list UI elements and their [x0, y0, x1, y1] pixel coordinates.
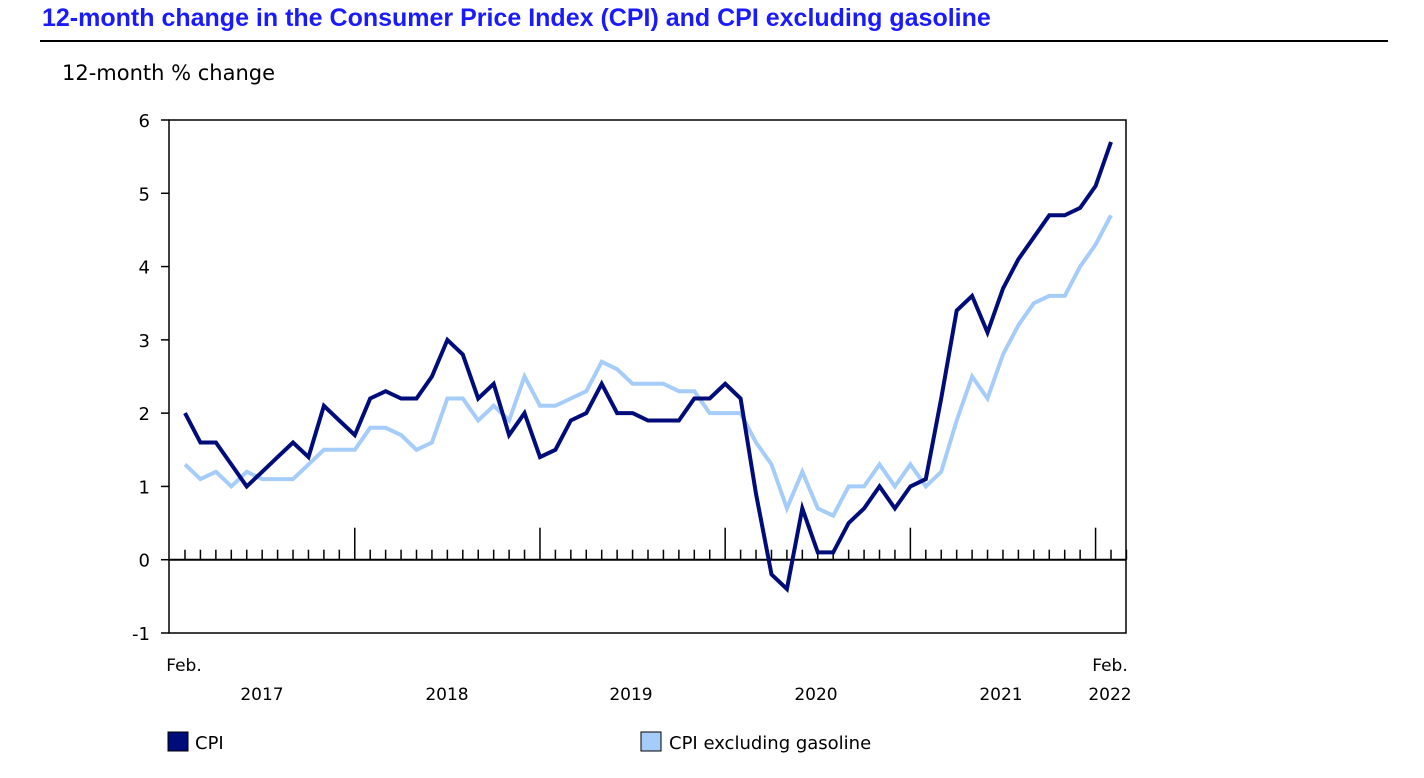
y-tick-label: 6: [139, 111, 150, 132]
legend-label-cpi: CPI: [195, 733, 224, 754]
legend: CPI CPI excluding gasoline: [167, 731, 871, 754]
x-year-label: 2021: [979, 685, 1022, 705]
title-rule: [40, 40, 1388, 42]
series-line-cpi: [183, 141, 1113, 593]
x-year-label: 2017: [240, 685, 283, 705]
x-year-label: 2019: [609, 685, 652, 705]
y-tick-label: 4: [139, 258, 150, 279]
x-end-label: Feb.: [1092, 656, 1128, 676]
series-line-cpi-ex-gasoline: [183, 214, 1113, 519]
x-year-label: 2022: [1088, 685, 1131, 705]
y-tick-label: 0: [139, 551, 150, 572]
legend-swatch-cpi-ex-gasoline: [640, 731, 662, 752]
x-year-label: 2018: [425, 685, 468, 705]
legend-swatch-cpi: [167, 731, 189, 752]
legend-label-cpi-ex-gasoline: CPI excluding gasoline: [669, 733, 871, 754]
plot-frame: [168, 119, 1127, 634]
x-start-label: Feb.: [166, 656, 202, 676]
y-tick-label: 5: [139, 184, 150, 205]
y-tick-label: 3: [139, 331, 150, 352]
y-tick-label: 1: [139, 477, 150, 498]
y-tick-label: 2: [139, 404, 150, 425]
x-year-label: 2020: [794, 685, 837, 705]
y-axis-label: 12-month % change: [62, 61, 275, 85]
chart-title: 12-month change in the Consumer Price In…: [42, 4, 991, 32]
y-tick-label: -1: [132, 624, 150, 645]
